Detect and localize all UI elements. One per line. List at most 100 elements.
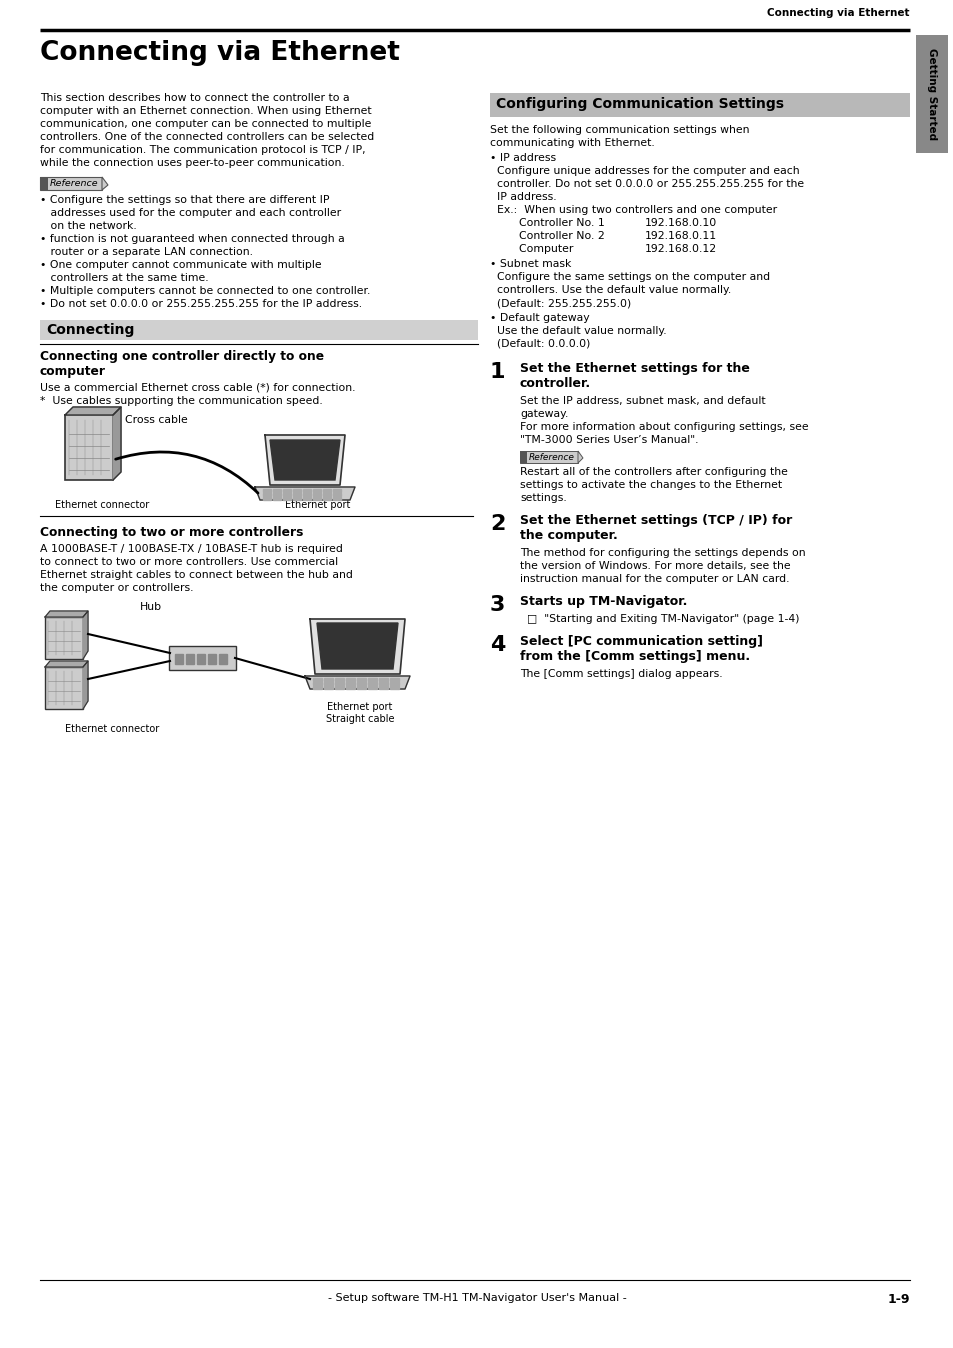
Text: Starts up TM-Navigator.: Starts up TM-Navigator. <box>519 594 687 608</box>
Text: Configuring Communication Settings: Configuring Communication Settings <box>496 97 783 111</box>
Text: Reference: Reference <box>529 453 575 462</box>
Text: 4: 4 <box>490 635 505 655</box>
Polygon shape <box>83 661 88 709</box>
Text: The [Comm settings] dialog appears.: The [Comm settings] dialog appears. <box>519 669 721 679</box>
Polygon shape <box>316 623 397 669</box>
Text: on the network.: on the network. <box>40 221 136 231</box>
Text: Hub: Hub <box>140 603 162 612</box>
Text: • Do not set 0.0.0.0 or 255.255.255.255 for the IP address.: • Do not set 0.0.0.0 or 255.255.255.255 … <box>40 299 362 309</box>
Polygon shape <box>335 686 344 689</box>
FancyBboxPatch shape <box>45 617 83 659</box>
Text: • Configure the settings so that there are different IP: • Configure the settings so that there a… <box>40 195 329 205</box>
Text: Set the Ethernet settings for the: Set the Ethernet settings for the <box>519 363 749 375</box>
Polygon shape <box>112 407 121 480</box>
Text: Ethernet port: Ethernet port <box>327 702 393 712</box>
Polygon shape <box>293 493 301 496</box>
Text: Select [PC communication setting]: Select [PC communication setting] <box>519 635 762 648</box>
Polygon shape <box>270 439 339 480</box>
Polygon shape <box>346 686 355 689</box>
Text: from the [Comm settings] menu.: from the [Comm settings] menu. <box>519 650 749 663</box>
Text: Ethernet connector: Ethernet connector <box>65 724 159 735</box>
Polygon shape <box>346 678 355 681</box>
FancyBboxPatch shape <box>40 177 48 190</box>
Text: gateway.: gateway. <box>519 408 568 419</box>
Text: IP address.: IP address. <box>490 191 556 202</box>
Polygon shape <box>333 489 340 492</box>
Text: Connecting to two or more controllers: Connecting to two or more controllers <box>40 526 303 539</box>
Text: router or a separate LAN connection.: router or a separate LAN connection. <box>40 247 253 257</box>
Polygon shape <box>65 407 121 415</box>
Text: Set the following communication settings when: Set the following communication settings… <box>490 125 749 135</box>
Text: Computer: Computer <box>497 244 573 253</box>
Polygon shape <box>208 654 215 665</box>
Polygon shape <box>313 497 320 500</box>
Polygon shape <box>303 493 311 496</box>
Text: (Default: 0.0.0.0): (Default: 0.0.0.0) <box>490 338 590 349</box>
Text: computer: computer <box>40 365 106 377</box>
FancyBboxPatch shape <box>40 177 102 190</box>
Text: Ex.:  When using two controllers and one computer: Ex.: When using two controllers and one … <box>490 205 777 214</box>
Text: Ethernet straight cables to connect between the hub and: Ethernet straight cables to connect betw… <box>40 570 353 580</box>
Polygon shape <box>578 452 582 462</box>
Text: Configure unique addresses for the computer and each: Configure unique addresses for the compu… <box>490 166 799 177</box>
Polygon shape <box>283 489 291 492</box>
Polygon shape <box>313 682 322 685</box>
Polygon shape <box>83 611 88 659</box>
Polygon shape <box>356 682 366 685</box>
Text: • One computer cannot communicate with multiple: • One computer cannot communicate with m… <box>40 260 321 270</box>
Text: communicating with Ethernet.: communicating with Ethernet. <box>490 137 654 148</box>
Polygon shape <box>390 686 398 689</box>
Polygon shape <box>378 678 388 681</box>
Polygon shape <box>310 619 405 674</box>
Text: Connecting via Ethernet: Connecting via Ethernet <box>767 8 909 18</box>
Polygon shape <box>390 682 398 685</box>
Polygon shape <box>323 489 331 492</box>
Text: communication, one computer can be connected to multiple: communication, one computer can be conne… <box>40 119 371 129</box>
Text: controller.: controller. <box>519 377 591 390</box>
Polygon shape <box>333 493 340 496</box>
Text: 192.168.0.10: 192.168.0.10 <box>644 218 717 228</box>
Text: • Multiple computers cannot be connected to one controller.: • Multiple computers cannot be connected… <box>40 286 370 297</box>
Polygon shape <box>368 686 376 689</box>
Text: 192.168.0.11: 192.168.0.11 <box>644 231 717 241</box>
Polygon shape <box>368 678 376 681</box>
Text: • function is not guaranteed when connected through a: • function is not guaranteed when connec… <box>40 235 344 244</box>
Polygon shape <box>305 675 410 689</box>
Text: Cross cable: Cross cable <box>125 415 188 425</box>
FancyBboxPatch shape <box>490 93 909 117</box>
Text: computer with an Ethernet connection. When using Ethernet: computer with an Ethernet connection. Wh… <box>40 106 372 116</box>
Text: • IP address: • IP address <box>490 154 556 163</box>
Polygon shape <box>378 682 388 685</box>
Polygon shape <box>102 177 108 190</box>
Text: for communication. The communication protocol is TCP / IP,: for communication. The communication pro… <box>40 146 365 155</box>
Text: This section describes how to connect the controller to a: This section describes how to connect th… <box>40 93 349 102</box>
Polygon shape <box>313 686 322 689</box>
Polygon shape <box>283 497 291 500</box>
Text: Reference: Reference <box>50 179 98 187</box>
Polygon shape <box>368 682 376 685</box>
Polygon shape <box>196 654 205 665</box>
Polygon shape <box>45 661 88 667</box>
Polygon shape <box>333 497 340 500</box>
Polygon shape <box>390 678 398 681</box>
FancyBboxPatch shape <box>40 319 477 340</box>
Text: controllers at the same time.: controllers at the same time. <box>40 274 209 283</box>
Text: The method for configuring the settings depends on: The method for configuring the settings … <box>519 549 804 558</box>
Polygon shape <box>293 489 301 492</box>
Text: Ethernet connector: Ethernet connector <box>55 500 149 510</box>
Polygon shape <box>273 489 281 492</box>
Text: Connecting via Ethernet: Connecting via Ethernet <box>40 40 399 66</box>
Text: (Default: 255.255.255.0): (Default: 255.255.255.0) <box>490 298 631 307</box>
Text: Controller No. 1: Controller No. 1 <box>497 218 604 228</box>
Polygon shape <box>263 489 271 492</box>
Text: Restart all of the controllers after configuring the: Restart all of the controllers after con… <box>519 466 787 477</box>
Text: 2: 2 <box>490 514 505 534</box>
Text: the version of Windows. For more details, see the: the version of Windows. For more details… <box>519 561 790 572</box>
Text: □  "Starting and Exiting TM-Navigator" (page 1-4): □ "Starting and Exiting TM-Navigator" (p… <box>519 613 799 624</box>
Polygon shape <box>313 489 320 492</box>
Text: Ethernet port: Ethernet port <box>285 500 350 510</box>
FancyBboxPatch shape <box>45 667 83 709</box>
Polygon shape <box>263 497 271 500</box>
Text: controllers. Use the default value normally.: controllers. Use the default value norma… <box>490 284 731 295</box>
FancyBboxPatch shape <box>65 415 112 480</box>
